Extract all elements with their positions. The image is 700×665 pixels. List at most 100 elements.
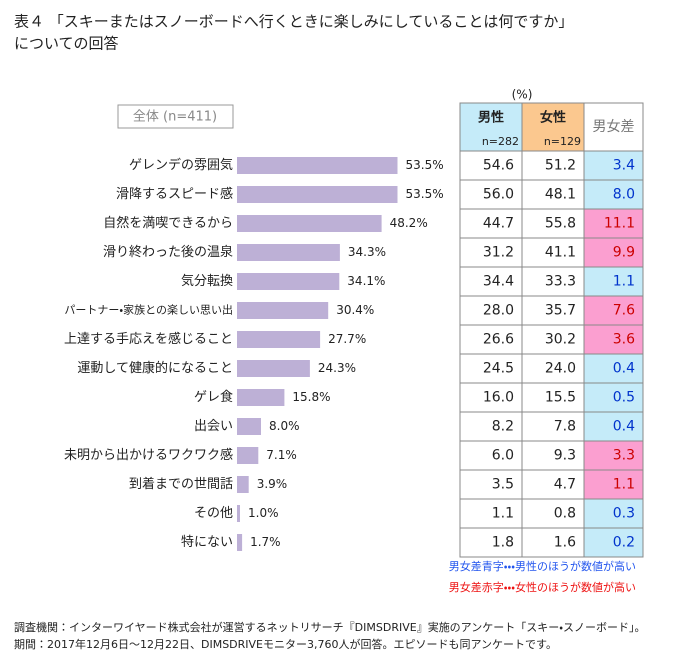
header-cell — [521, 102, 585, 152]
value-label: 34.1% — [347, 274, 385, 288]
table-cell — [583, 382, 644, 413]
bar — [237, 505, 240, 522]
bar — [237, 186, 398, 203]
table-cell — [583, 179, 644, 210]
value-label: 24.3% — [318, 361, 356, 375]
cell-value: 26.6 — [483, 332, 514, 348]
cell-value: 0.4 — [613, 361, 635, 377]
cell-value: 0.3 — [613, 506, 635, 522]
bar — [237, 447, 259, 464]
value-label: 27.7% — [328, 332, 366, 346]
value-label: 48.2% — [390, 216, 428, 230]
header-n: n=282 — [482, 135, 519, 148]
cell-value: 1.8 — [492, 535, 514, 551]
table-cell — [459, 237, 523, 268]
table-cell — [459, 208, 523, 239]
value-label: 7.1% — [266, 448, 297, 462]
cell-value: 0.5 — [613, 390, 635, 406]
footer-line: 調査機関：インターワイヤード株式会社が運営するネットリサーチ『DIMSDRIVE… — [14, 620, 646, 634]
cell-value: 1.1 — [492, 506, 514, 522]
cell-value: 3.6 — [613, 332, 635, 348]
header-label: 男性 — [478, 110, 504, 126]
bar — [237, 389, 285, 406]
bar — [237, 215, 382, 232]
table-cell — [583, 498, 644, 529]
category-label: ゲレンデの雰囲気 — [129, 157, 233, 173]
table-cell — [583, 469, 644, 500]
value-label: 3.9% — [257, 477, 288, 491]
value-label: 34.3% — [348, 245, 386, 259]
cell-value: 24.0 — [545, 361, 576, 377]
table-cell — [521, 237, 585, 268]
table-cell — [583, 237, 644, 268]
header-n: n=129 — [544, 135, 581, 148]
category-label: 上達する手応えを感じること — [64, 331, 233, 347]
category-label: その他 — [194, 506, 233, 521]
table-cell — [583, 440, 644, 471]
table-cell — [521, 382, 585, 413]
table-cell — [521, 324, 585, 355]
cell-value: 11.1 — [604, 216, 635, 232]
group-label: 全体 (n=411) — [133, 110, 217, 125]
table-cell — [521, 469, 585, 500]
category-label: 運動して健康的になること — [77, 360, 233, 376]
bar — [237, 244, 340, 261]
table-cell — [459, 353, 523, 384]
cell-value: 0.2 — [613, 535, 635, 551]
bar — [237, 157, 398, 174]
cell-value: 35.7 — [545, 303, 576, 319]
cell-value: 33.3 — [545, 274, 576, 290]
cell-value: 4.7 — [554, 477, 576, 493]
category-label: パートナー・家族との楽しい思い出 — [64, 303, 233, 317]
bar — [237, 331, 321, 348]
value-label: 15.8% — [292, 390, 330, 404]
cell-value: 54.6 — [483, 158, 514, 174]
cell-value: 31.2 — [483, 245, 514, 261]
cell-value: 44.7 — [483, 216, 514, 232]
table-cell — [583, 324, 644, 355]
category-label: 未明から出かけるワクワク感 — [64, 447, 233, 463]
table-cell — [583, 353, 644, 384]
category-label: 気分転換 — [181, 273, 233, 289]
cell-value: 9.9 — [613, 245, 635, 261]
category-label: 特にない — [181, 535, 233, 550]
cell-value: 56.0 — [483, 187, 514, 203]
value-label: 30.4% — [336, 303, 374, 317]
bar — [237, 273, 340, 290]
table-cell — [459, 527, 523, 558]
note: 男女差赤字・・・女性のほうが数値が高い — [449, 580, 636, 594]
cell-value: 24.5 — [483, 361, 514, 377]
header-label: 男女差 — [593, 119, 635, 135]
category-label: 到着までの世間話 — [129, 476, 233, 492]
cell-value: 3.4 — [613, 158, 635, 174]
value-label: 1.0% — [248, 506, 279, 520]
table-cell — [521, 353, 585, 384]
cell-value: 55.8 — [545, 216, 576, 232]
cell-value: 1.1 — [613, 274, 635, 290]
table-cell — [583, 266, 644, 297]
cell-value: 15.5 — [545, 390, 576, 406]
category-label: ゲレ食 — [194, 390, 233, 405]
bar — [237, 360, 310, 377]
bar — [237, 534, 243, 551]
table-cell — [583, 295, 644, 326]
chart-title: 表４ 「スキーまたはスノーボードへ行くときに楽しみにしていることは何ですか」 — [14, 13, 573, 31]
header-cell — [583, 102, 644, 152]
cell-value: 9.3 — [554, 448, 576, 464]
cell-value: 28.0 — [483, 303, 514, 319]
bar — [237, 418, 261, 435]
cell-value: 3.5 — [492, 477, 514, 493]
cell-value: 0.4 — [613, 419, 635, 435]
cell-value: 34.4 — [483, 274, 514, 290]
table-cell — [583, 527, 644, 558]
cell-value: 8.0 — [613, 187, 635, 203]
cell-value: 1.6 — [554, 535, 576, 551]
header-cell — [459, 102, 523, 152]
table-cell — [459, 295, 523, 326]
cell-value: 51.2 — [545, 158, 576, 174]
header-label: 女性 — [540, 110, 566, 126]
category-label: 出会い — [194, 419, 233, 434]
cell-value: 16.0 — [483, 390, 514, 406]
chart-subtitle: についての回答 — [14, 35, 119, 53]
